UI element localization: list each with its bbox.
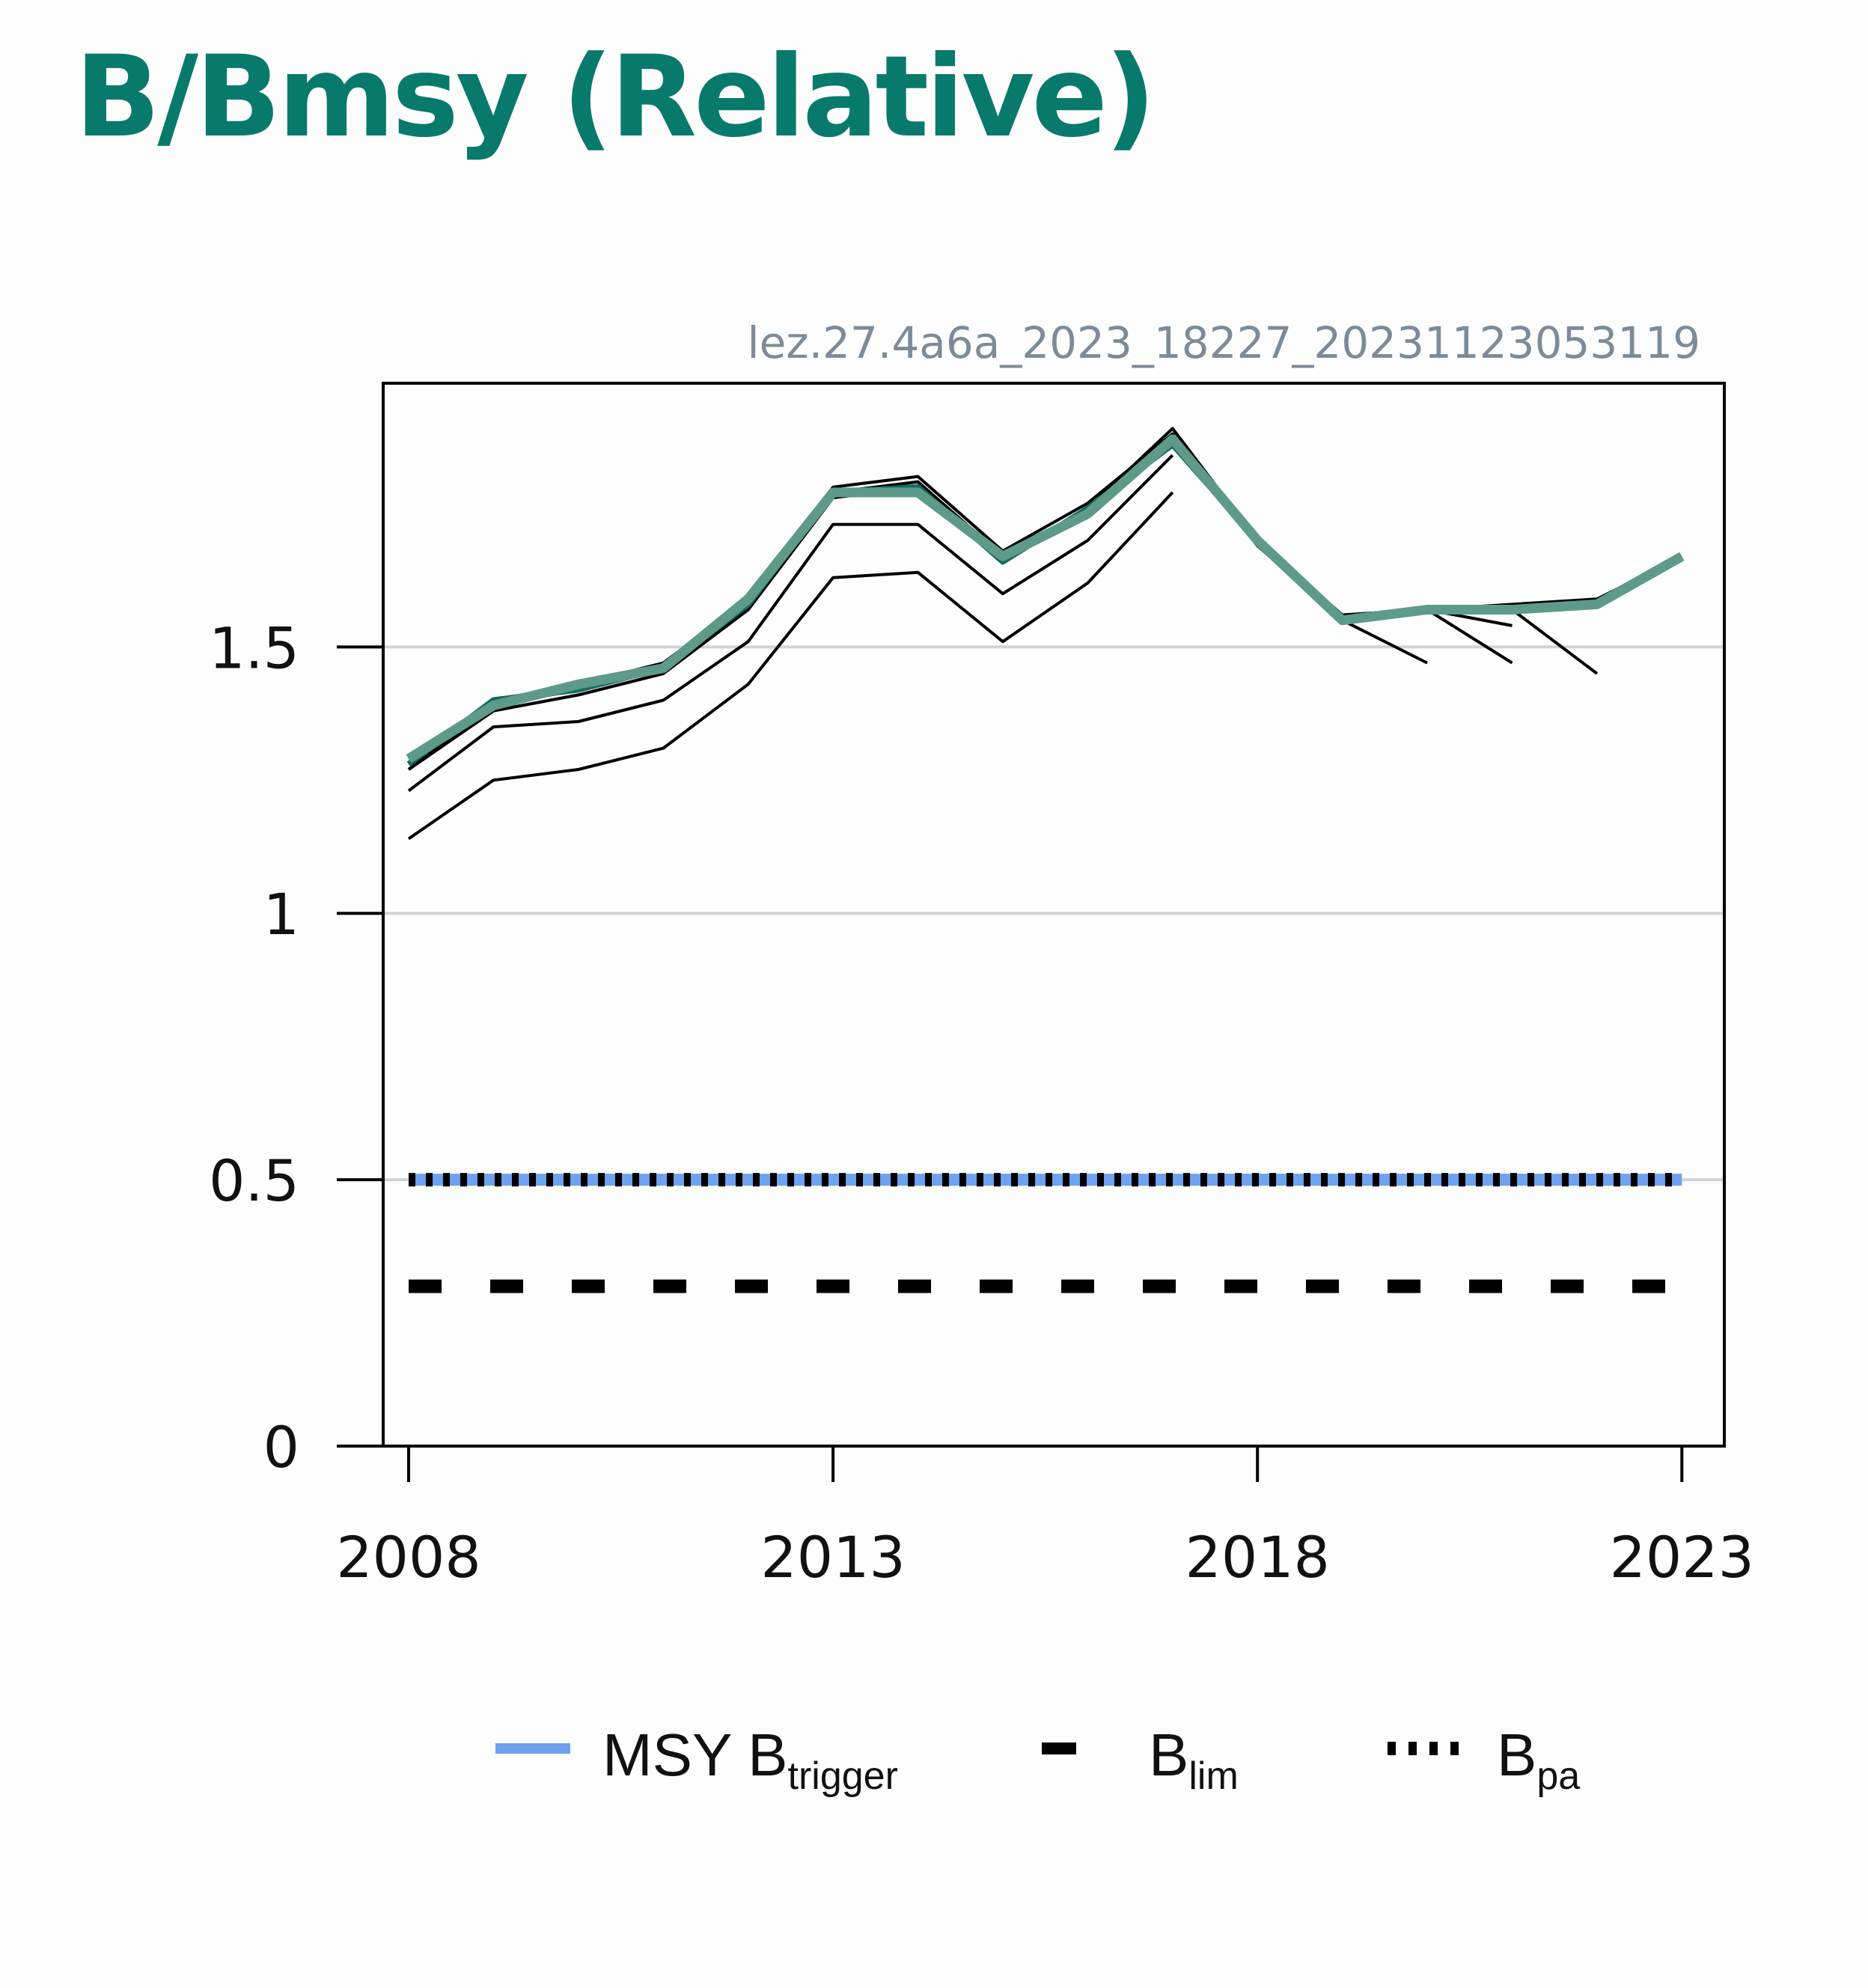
page-title: B/Bmsy (Relative) <box>75 32 1156 162</box>
x-tick-label-3: 2023 <box>1610 1524 1754 1591</box>
series-line-retro-2 <box>407 437 1513 771</box>
series-line-retro-1 <box>407 432 1599 766</box>
x-tick-label-2: 2018 <box>1185 1524 1329 1591</box>
legend-item-bpa: Bpa <box>1388 1722 1580 1798</box>
legend-label-bpa: Bpa <box>1497 1722 1580 1798</box>
series-lines <box>406 427 1685 841</box>
series-line-stock <box>406 434 1685 763</box>
series-line-retro-4 <box>407 427 1428 771</box>
y-tick-label-2: 1 <box>263 881 299 948</box>
legend-label-msy-btrigger: MSY Btrigger <box>602 1722 898 1798</box>
chart-watermark: lez.27.4a6a_2023_18227_20231123053119 <box>747 317 1700 368</box>
series-line-retro-3 <box>407 437 1513 771</box>
reference-lines <box>409 1173 1682 1293</box>
legend-label-blim: Blim <box>1149 1722 1239 1798</box>
series-line-upper <box>407 432 1683 760</box>
gridlines <box>383 645 1724 1182</box>
legend-item-msy-btrigger: MSY Btrigger <box>495 1722 898 1798</box>
y-tick-label-0: 0 <box>263 1414 299 1481</box>
x-tick-label-1: 2013 <box>760 1524 905 1591</box>
y-tick-label-1: 0.5 <box>209 1147 299 1214</box>
legend: MSY Btrigger Blim Bpa <box>495 1722 1580 1798</box>
legend-item-blim: Blim <box>1042 1722 1239 1798</box>
y-tick-label-3: 1.5 <box>209 615 299 681</box>
x-tick-label-0: 2008 <box>336 1524 480 1591</box>
series-line-retro-6 <box>407 491 1174 841</box>
series-line-retro-5 <box>407 454 1174 793</box>
axes: 2008 2013 2018 2023 0 0.5 1 1.5 <box>209 615 1754 1591</box>
